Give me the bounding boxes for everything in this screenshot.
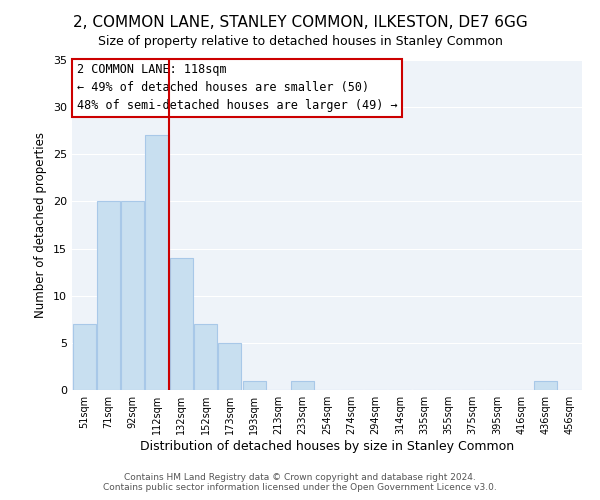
- Bar: [170, 258, 193, 390]
- X-axis label: Distribution of detached houses by size in Stanley Common: Distribution of detached houses by size …: [140, 440, 514, 453]
- Bar: [145, 136, 169, 390]
- Text: 2, COMMON LANE, STANLEY COMMON, ILKESTON, DE7 6GG: 2, COMMON LANE, STANLEY COMMON, ILKESTON…: [73, 15, 527, 30]
- Bar: [291, 380, 314, 390]
- Bar: [73, 324, 95, 390]
- Bar: [218, 343, 241, 390]
- Bar: [194, 324, 217, 390]
- Y-axis label: Number of detached properties: Number of detached properties: [34, 132, 47, 318]
- Text: 2 COMMON LANE: 118sqm
← 49% of detached houses are smaller (50)
48% of semi-deta: 2 COMMON LANE: 118sqm ← 49% of detached …: [77, 64, 398, 112]
- Bar: [121, 202, 144, 390]
- Text: Contains HM Land Registry data © Crown copyright and database right 2024.
Contai: Contains HM Land Registry data © Crown c…: [103, 473, 497, 492]
- Bar: [242, 380, 266, 390]
- Bar: [97, 202, 120, 390]
- Bar: [534, 380, 557, 390]
- Text: Size of property relative to detached houses in Stanley Common: Size of property relative to detached ho…: [98, 35, 502, 48]
